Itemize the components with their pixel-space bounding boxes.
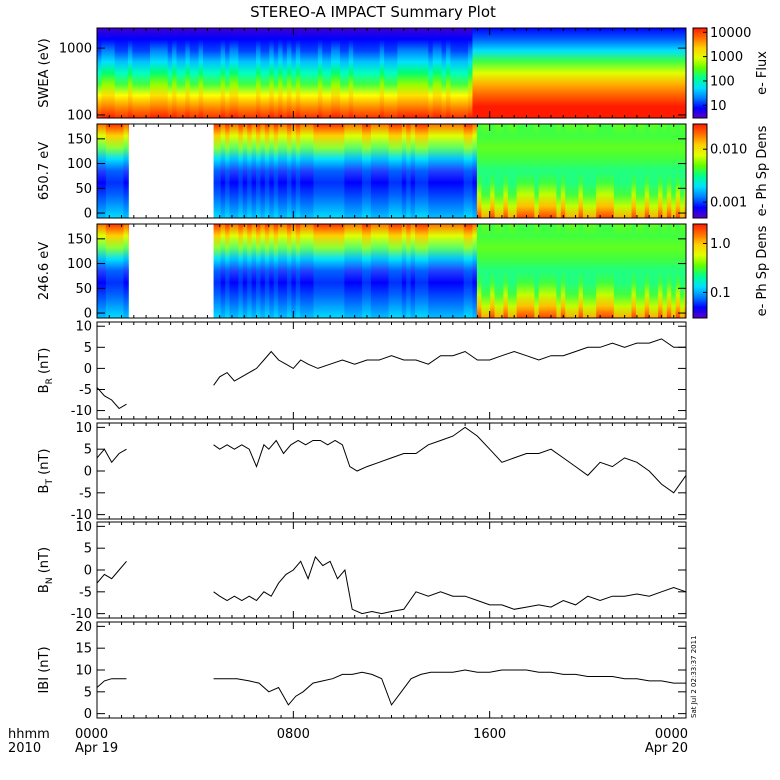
y-tick-label: 5 (84, 542, 92, 557)
panel-swea: 100 1000 SWEA (eV) 10 100 1000 10000 e- Flux (37, 26, 770, 124)
y-tick-label: 15 (75, 642, 92, 657)
bmag-series-segment-0 (96, 678, 127, 688)
y-tick-label: 0 (84, 465, 92, 480)
data-gap-0 (128, 124, 214, 218)
y-tick-label: 20 (75, 620, 92, 635)
y-tick-label: 0 (84, 707, 92, 722)
colorbar-gradient (692, 27, 708, 119)
y-axis-label: 246.6 eV (37, 242, 52, 300)
colorbar-tick-label: 100 (710, 74, 735, 89)
colorbar-label: e- Ph Sp Dens (755, 225, 770, 316)
y-tick-label: -5 (79, 486, 92, 501)
time-tick-label: 0000 (655, 727, 688, 742)
y-tick-label: 100 (67, 108, 92, 123)
y-tick-label: 50 (75, 182, 92, 197)
y-tick-label: 5 (84, 341, 92, 356)
y-tick-label: -10 (71, 404, 92, 419)
y-tick-label: 0 (84, 564, 92, 579)
y-tick-label: 100 (67, 257, 92, 272)
footer-year: 2010 (8, 741, 41, 756)
colorbar-tick-label: 0.010 (710, 143, 747, 158)
br-series-segment-1 (213, 338, 686, 386)
y-tick-label: 0 (84, 207, 92, 222)
y-tick-label: 10 (75, 664, 92, 679)
y-tick-label: -5 (79, 383, 92, 398)
y-tick-label: 10 (75, 421, 92, 436)
panel-pad246: 0 50 100 150 246.6 eV 0.1 1.0 e- Ph Sp Dens (37, 223, 770, 322)
bt-series-segment-0 (96, 448, 127, 464)
y-axis-label: BR (nT) (37, 348, 55, 394)
panel-frame (96, 422, 687, 520)
panel-frame (96, 521, 687, 619)
y-tick-label: 150 (67, 132, 92, 147)
y-tick-label: -10 (71, 607, 92, 622)
bt-series-segment-1 (213, 426, 687, 494)
y-tick-label: 0 (84, 362, 92, 377)
time-tick-label: 0800 (277, 727, 310, 742)
y-tick-label: 5 (84, 685, 92, 700)
y-tick-label: 50 (75, 282, 92, 297)
y-axis-label: 650.7 eV (37, 142, 52, 200)
y-axis-label: BN (nT) (37, 547, 55, 593)
colorbar-tick-label: 0.1 (710, 286, 731, 301)
time-tick-sublabel: Apr 20 (645, 741, 688, 756)
y-axis-label: IBI (nT) (37, 646, 52, 693)
y-tick-label: 1000 (59, 42, 92, 57)
time-tick-sublabel: Apr 19 (75, 741, 118, 756)
time-tick-label: 1600 (473, 727, 506, 742)
panel-pad650: 0 50 100 150 650.7 eV 0.001 0.010 e- Ph Sp Dens (37, 123, 770, 222)
colorbar-tick-label: 1.0 (710, 237, 731, 252)
y-tick-label: -10 (71, 508, 92, 523)
br-series-segment-0 (96, 387, 127, 410)
y-tick-label: 10 (75, 320, 92, 335)
panel-bt: -10 -5 0 5 10 BT (nT) (37, 421, 687, 523)
timestamp-stamp: Sat Jul 2 02:33:37 2011 (690, 635, 698, 718)
y-tick-label: -5 (79, 585, 92, 600)
bn-series-segment-0 (96, 560, 127, 584)
footer-hhmm: hhmm (8, 727, 50, 742)
y-tick-label: 100 (67, 157, 92, 172)
heatmap-swea (97, 28, 686, 118)
bmag-series-segment-1 (213, 669, 686, 706)
colorbar-tick-label: 1000 (710, 50, 743, 65)
y-tick-label: 10 (75, 520, 92, 535)
colorbar-tick-label: 0.001 (710, 196, 747, 211)
colorbar-gradient (692, 223, 708, 319)
heatmap-pad650 (97, 124, 686, 218)
panel-bn: -10 -5 0 5 10 BN (nT) (37, 520, 687, 622)
y-axis-label: BT (nT) (37, 449, 55, 494)
colorbar-pad246: 0.1 1.0 e- Ph Sp Dens (692, 223, 770, 319)
colorbar-label: e- Flux (755, 51, 770, 95)
panel-frame (96, 321, 687, 420)
data-gap-0 (128, 224, 214, 318)
colorbar-swea: 10 100 1000 10000 e- Flux (692, 26, 770, 119)
y-axis-label: SWEA (eV) (37, 38, 52, 107)
plot-title: STEREO-A IMPACT Summary Plot (250, 3, 496, 21)
colorbar-pad650: 0.001 0.010 e- Ph Sp Dens (692, 123, 770, 219)
y-tick-label: 0 (84, 307, 92, 322)
panel-br: -10 -5 0 5 10 BR (nT) (37, 320, 687, 420)
bn-series-segment-1 (213, 555, 687, 615)
colorbar-label: e- Ph Sp Dens (755, 125, 770, 216)
time-tick-label: 0000 (75, 727, 108, 742)
colorbar-tick-label: 10000 (710, 26, 751, 41)
y-tick-label: 150 (67, 232, 92, 247)
y-tick-label: 5 (84, 443, 92, 458)
heatmap-pad246 (97, 224, 686, 318)
panel-bmag: 0 5 10 15 20 IBI (nT) (37, 620, 687, 722)
colorbar-gradient (692, 123, 708, 219)
colorbar-tick-label: 10 (710, 99, 727, 114)
